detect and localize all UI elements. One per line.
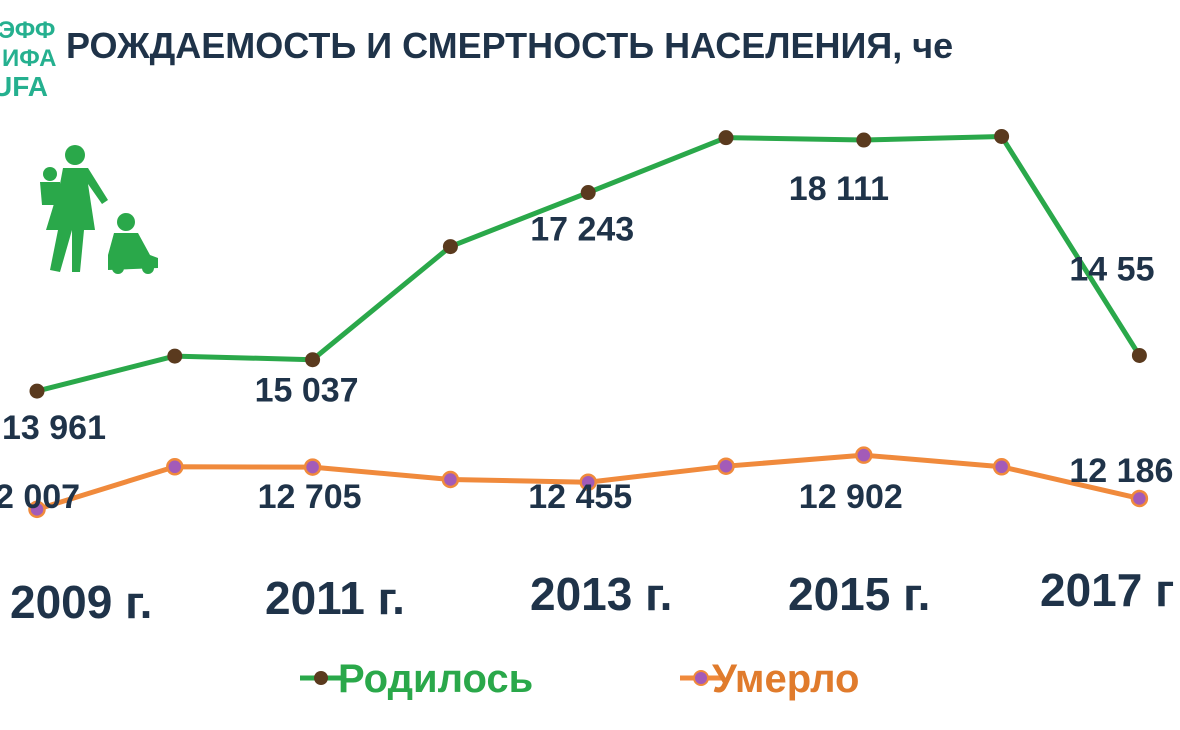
death-value-label: 12 186 (1069, 452, 1173, 490)
birth-point (1131, 347, 1147, 363)
x-tick-label: 2017 г (1040, 564, 1174, 616)
legend: Родилось Умерло (300, 657, 859, 701)
death-point (166, 458, 184, 476)
birth-point (305, 352, 321, 368)
legend-death-label: Умерло (712, 657, 859, 701)
death-point (579, 473, 597, 491)
death-point (717, 457, 735, 475)
legend-item-death: Умерло (680, 657, 859, 701)
logo-line-2: ИФА (2, 45, 56, 72)
death-point (441, 470, 460, 489)
death-point (28, 500, 46, 519)
x-tick-label: 2011 г. (265, 572, 405, 624)
death-value-label: 12 455 (528, 478, 632, 516)
death-point (1130, 489, 1149, 508)
x-tick-label: 2009 г. (10, 576, 152, 628)
death-value-label: 12 902 (799, 478, 903, 516)
birth-value-label: 14 55 (1069, 250, 1154, 288)
mother-with-children-icon (40, 145, 158, 274)
birth-point (29, 383, 45, 399)
logo: ЭФФ ИФА UFA (0, 17, 56, 102)
death-value-label: 12 705 (258, 478, 362, 516)
death-point (303, 458, 322, 476)
x-axis-labels: 2009 г. 2011 г. 2013 г. 2015 г. 2017 г (10, 564, 1174, 628)
logo-line-1: ЭФФ (0, 17, 55, 44)
death-point (992, 458, 1011, 476)
birth-value-label: 15 037 (255, 372, 359, 410)
legend-item-birth: Родилось (300, 657, 533, 701)
birth-value-label: 13 961 (2, 409, 106, 447)
birth-value-label: 18 111 (789, 170, 889, 208)
death-point (855, 446, 873, 464)
birth-point (442, 239, 458, 255)
data-labels: 13 961 15 037 17 243 18 111 14 55 2 007 12 705… (0, 170, 1173, 516)
x-tick-label: 2015 г. (788, 568, 930, 620)
chart-title: РОЖДАЕМОСТЬ И СМЕРТНОСТЬ НАСЕЛЕНИЯ, че (66, 25, 953, 66)
legend-birth-marker (314, 671, 328, 685)
birth-point (718, 130, 734, 146)
birth-series-line (36, 133, 1142, 394)
birth-point (856, 132, 872, 148)
x-tick-label: 2013 г. (530, 568, 672, 620)
birth-point (994, 128, 1010, 144)
birth-value-label: 17 243 (530, 211, 634, 249)
legend-death-marker (693, 670, 709, 686)
death-value-label: 2 007 (0, 478, 80, 516)
birth-point (580, 185, 596, 201)
plot-area (28, 128, 1149, 519)
logo-line-3: UFA (0, 71, 48, 102)
legend-birth-label: Родилось (338, 657, 533, 701)
birth-point (167, 348, 183, 364)
